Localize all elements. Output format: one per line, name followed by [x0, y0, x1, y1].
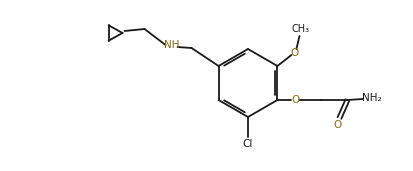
Text: O: O — [291, 95, 299, 105]
Text: NH: NH — [164, 40, 179, 50]
Text: O: O — [290, 48, 299, 58]
Text: O: O — [333, 120, 342, 130]
Text: Cl: Cl — [243, 139, 253, 149]
Text: CH₃: CH₃ — [292, 24, 309, 34]
Text: NH₂: NH₂ — [362, 93, 381, 103]
